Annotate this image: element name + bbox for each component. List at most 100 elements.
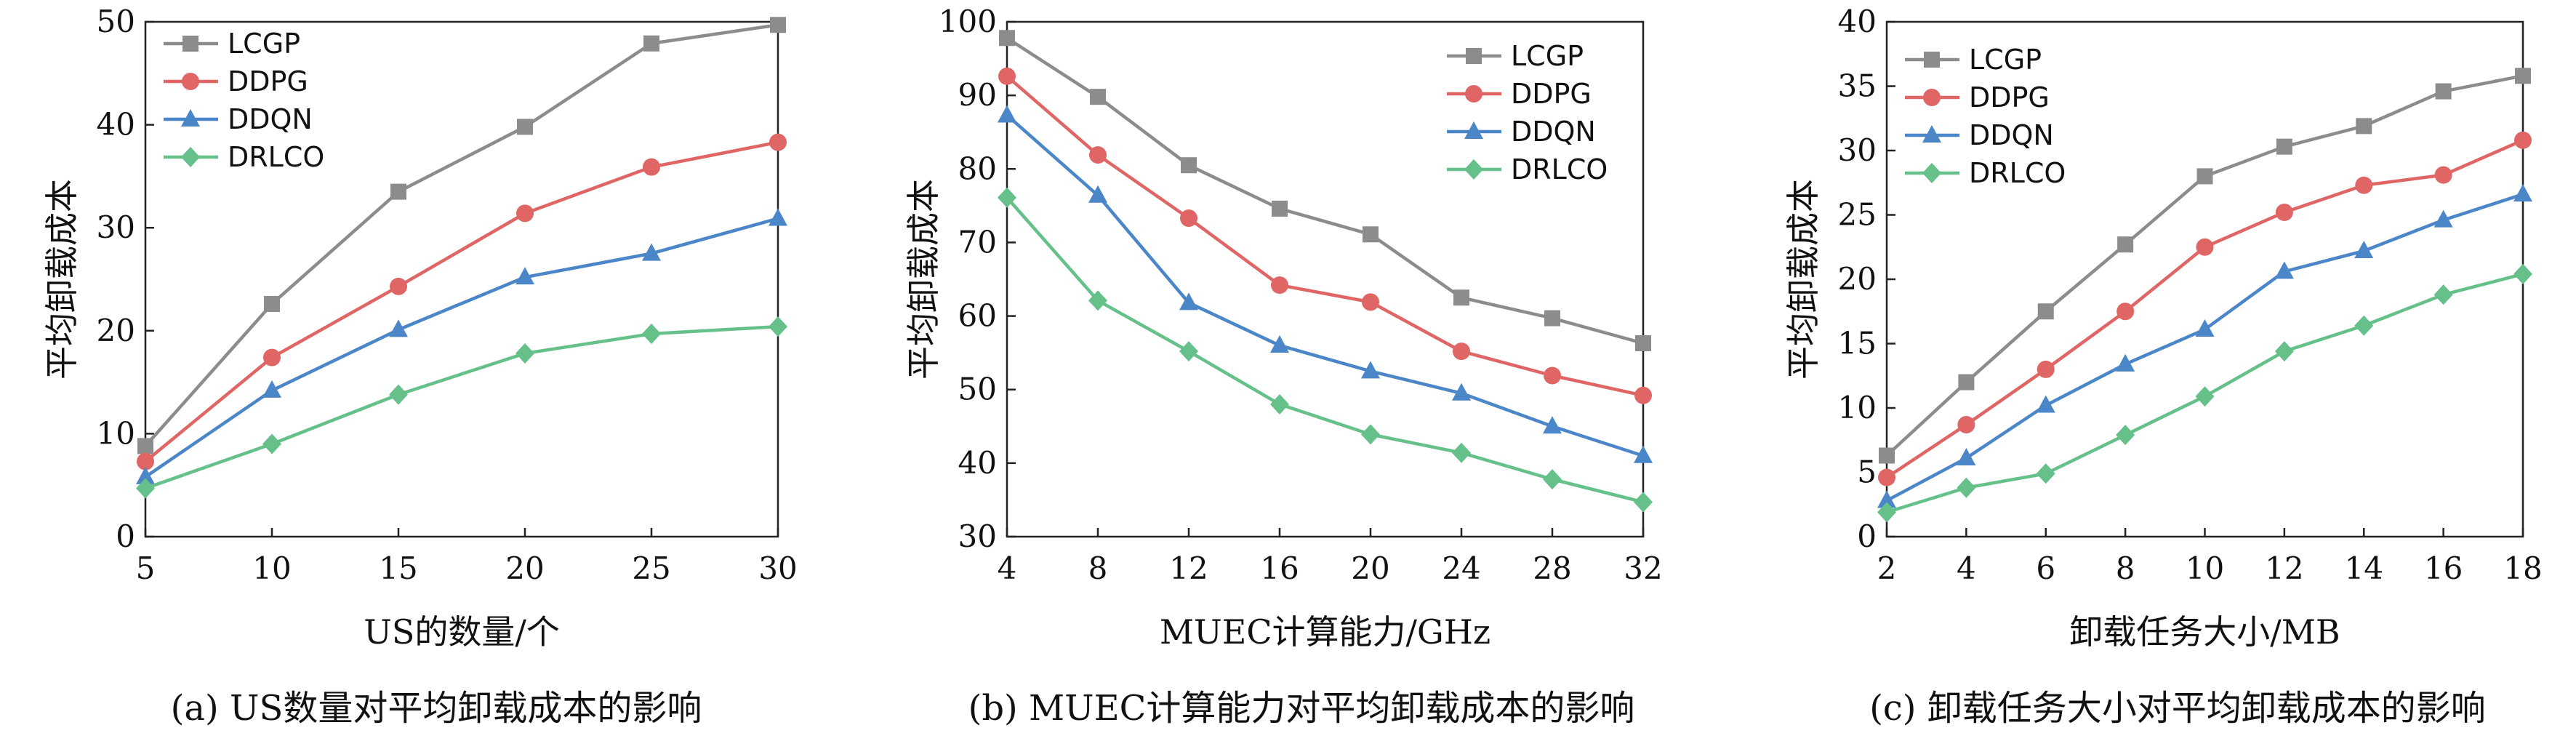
y-tick-label: 90 bbox=[958, 77, 997, 113]
data-point-lcgp bbox=[264, 295, 280, 312]
plot-frame bbox=[1006, 20, 1645, 538]
data-point-lcgp bbox=[517, 119, 533, 135]
series-line-drlco bbox=[1006, 196, 1644, 504]
x-tick-label: 10 bbox=[2186, 550, 2224, 586]
data-point-ddpg bbox=[1271, 276, 1288, 295]
y-tick-label: 10 bbox=[1838, 390, 1877, 425]
data-point-lcgp bbox=[390, 183, 406, 200]
legend-marker-ddpg bbox=[1465, 85, 1482, 103]
legend-marker-ddpg bbox=[1923, 89, 1941, 106]
data-point-ddqn bbox=[2116, 353, 2135, 372]
y-tick-label: 35 bbox=[1838, 68, 1877, 104]
y-tick-label: 100 bbox=[939, 4, 997, 39]
x-axis-title: US的数量/个 bbox=[364, 612, 560, 652]
x-tick-label: 16 bbox=[2424, 550, 2463, 586]
data-point-lcgp bbox=[770, 17, 786, 33]
series-ddpg bbox=[1878, 131, 2532, 486]
chart-panel-2: 30 40 50 60 70 80 90 100 4 8 12 16 20 24 28 32 MUEC计算能力/… bbox=[904, 4, 1663, 729]
data-point-ddqn bbox=[2513, 184, 2532, 202]
data-point-ddpg bbox=[1362, 293, 1379, 311]
y-tick-label: 20 bbox=[1838, 261, 1877, 297]
legend-marker-ddqn bbox=[1464, 121, 1483, 139]
x-tick-label: 12 bbox=[2265, 550, 2303, 586]
data-point-ddpg bbox=[2116, 303, 2135, 321]
legend-marker-ddqn bbox=[1922, 125, 1941, 143]
data-point-lcgp bbox=[2196, 168, 2213, 185]
series-line-lcgp bbox=[144, 23, 779, 447]
legend-marker-drlco bbox=[181, 147, 200, 167]
data-point-drlco bbox=[2354, 315, 2374, 336]
data-point-ddqn bbox=[1452, 382, 1471, 401]
data-point-ddqn bbox=[515, 267, 534, 285]
y-tick-label: 40 bbox=[97, 107, 135, 143]
y-tick-label: 25 bbox=[1838, 197, 1877, 233]
series-lcgp bbox=[999, 30, 1651, 351]
legend-label-lcgp: LCGP bbox=[228, 28, 300, 60]
data-point-ddpg bbox=[1634, 386, 1652, 404]
y-tick-label: 40 bbox=[1838, 4, 1877, 39]
data-point-ddqn bbox=[2036, 395, 2055, 413]
data-point-ddqn bbox=[2274, 261, 2294, 279]
y-axis-title: 平均卸载成本 bbox=[1783, 179, 1823, 380]
data-point-drlco bbox=[1179, 341, 1198, 362]
data-point-drlco bbox=[1361, 424, 1380, 445]
data-point-lcgp bbox=[137, 438, 153, 454]
data-point-ddqn bbox=[2195, 319, 2215, 337]
data-point-ddpg bbox=[2196, 238, 2214, 256]
legend-label-ddpg: DDPG bbox=[1511, 78, 1592, 110]
data-point-lcgp bbox=[2276, 138, 2292, 155]
x-tick-label: 18 bbox=[2503, 550, 2542, 586]
data-point-ddqn bbox=[136, 466, 155, 484]
y-tick-label: 5 bbox=[1857, 454, 1877, 490]
data-point-lcgp bbox=[2435, 83, 2452, 100]
x-tick-label: 25 bbox=[632, 550, 670, 586]
data-point-ddpg bbox=[516, 204, 534, 223]
y-tick-label: 10 bbox=[97, 415, 135, 451]
x-tick-label: 12 bbox=[1169, 550, 1208, 586]
series-ddqn bbox=[998, 105, 1653, 463]
data-point-lcgp bbox=[1635, 335, 1651, 351]
x-axis-title: 卸载任务大小/MB bbox=[2069, 612, 2340, 652]
x-tick-label: 10 bbox=[252, 550, 291, 586]
x-tick-label: 30 bbox=[758, 550, 797, 586]
data-point-lcgp bbox=[1958, 374, 1975, 390]
data-point-drlco bbox=[262, 433, 281, 454]
legend-label-drlco: DRLCO bbox=[228, 141, 324, 173]
data-point-lcgp bbox=[1272, 200, 1288, 217]
series-line-ddpg bbox=[1006, 75, 1644, 398]
data-point-ddpg bbox=[2355, 176, 2373, 194]
legend-label-ddqn: DDQN bbox=[228, 103, 313, 135]
legend-marker-ddqn bbox=[181, 109, 200, 127]
data-point-ddqn bbox=[1361, 361, 1380, 379]
data-point-drlco bbox=[1543, 469, 1562, 490]
y-tick-label: 50 bbox=[97, 4, 135, 39]
y-axis-title: 平均卸载成本 bbox=[904, 179, 943, 380]
data-point-ddpg bbox=[2514, 131, 2532, 149]
y-tick-label: 20 bbox=[97, 313, 135, 348]
data-point-lcgp bbox=[1363, 226, 1379, 243]
y-tick-label: 70 bbox=[958, 224, 997, 260]
data-point-drlco bbox=[769, 316, 787, 337]
data-point-lcgp bbox=[2356, 118, 2372, 135]
legend-label-ddqn: DDQN bbox=[1511, 116, 1596, 148]
x-tick-label: 2 bbox=[1877, 550, 1897, 586]
series-lcgp bbox=[137, 17, 786, 454]
data-point-ddqn bbox=[2354, 241, 2374, 259]
legend-marker-ddpg bbox=[182, 73, 199, 90]
series-drlco bbox=[998, 187, 1653, 513]
data-point-drlco bbox=[2195, 386, 2215, 407]
data-point-ddqn bbox=[1088, 185, 1107, 203]
data-point-lcgp bbox=[1090, 89, 1106, 105]
series-lcgp bbox=[1879, 68, 2531, 464]
data-point-ddqn bbox=[262, 380, 281, 398]
legend-marker-lcgp bbox=[1924, 52, 1940, 68]
data-point-ddpg bbox=[769, 133, 787, 151]
data-point-lcgp bbox=[999, 30, 1015, 47]
y-axis-title: 平均卸载成本 bbox=[42, 179, 81, 380]
data-point-lcgp bbox=[2117, 236, 2134, 253]
data-point-ddpg bbox=[1957, 416, 1975, 434]
data-point-ddqn bbox=[389, 319, 408, 337]
data-point-lcgp bbox=[1181, 157, 1197, 174]
data-point-ddpg bbox=[263, 348, 281, 367]
